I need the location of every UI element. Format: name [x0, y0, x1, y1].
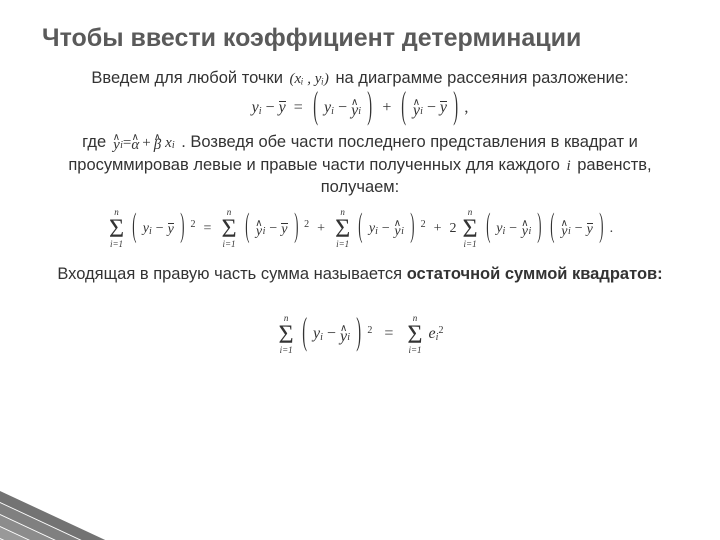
- sub-i: i: [331, 106, 334, 117]
- slide-title: Чтобы ввести коэффициент детерминации: [42, 24, 678, 53]
- where-label: где: [82, 133, 106, 151]
- where-paragraph: где ∧yi = ∧α + ∧β xi . Возведя обе части…: [42, 131, 678, 198]
- intro-text-a: Введем для любой точки: [91, 69, 283, 87]
- sym-y: y: [252, 99, 259, 117]
- ybar: y: [440, 101, 447, 115]
- point-notation: (xᵢ , yᵢ): [288, 71, 331, 87]
- decomposition-equation: yi − y = ( yi − ∧yi ) + ( ∧yi − y ) ,: [42, 99, 678, 117]
- sigma-icon: n Σ i=1: [407, 314, 422, 355]
- residual-sum-equation: n Σ i=1 ( yi − ∧yi )2 = n Σ i=1 ei2: [42, 314, 678, 355]
- residual-bold: остаточной суммой квадратов:: [407, 265, 663, 283]
- sigma-icon: n Σ i=1: [109, 208, 124, 249]
- sigma-icon: n Σ i=1: [462, 208, 477, 249]
- sub-i: i: [358, 106, 361, 117]
- sub-i: i: [420, 106, 423, 117]
- sigma-icon: n Σ i=1: [221, 208, 236, 249]
- coeff-2: 2: [449, 221, 456, 237]
- sub-i: i: [259, 106, 262, 117]
- regression-inline: ∧yi = ∧α + ∧β xi: [111, 133, 177, 153]
- comma: ,: [464, 99, 468, 117]
- residual-paragraph: Входящая в правую часть сумма называется…: [42, 263, 678, 285]
- sym-y: y: [324, 99, 331, 117]
- intro-text-b: на диаграмме рассеяния разложение:: [335, 69, 628, 87]
- sigma-icon: n Σ i=1: [335, 208, 350, 249]
- ybar: y: [279, 101, 286, 115]
- residual-text-a: Входящая в правую часть сумма называется: [57, 265, 406, 283]
- sum-of-squares-equation: n Σ i=1 ( yi − y )2 = n Σ i=1 ( ∧yi − y …: [42, 208, 678, 249]
- period: .: [610, 221, 614, 237]
- yhat: ∧y: [413, 100, 420, 117]
- i-italic: i: [564, 158, 572, 174]
- sigma-icon: n Σ i=1: [279, 314, 294, 355]
- slide: Чтобы ввести коэффициент детерминации Вв…: [0, 0, 720, 540]
- intro-paragraph: Введем для любой точки (xᵢ , yᵢ) на диаг…: [42, 67, 678, 89]
- corner-stripes-decoration: [0, 440, 190, 540]
- yhat: ∧y: [351, 100, 358, 117]
